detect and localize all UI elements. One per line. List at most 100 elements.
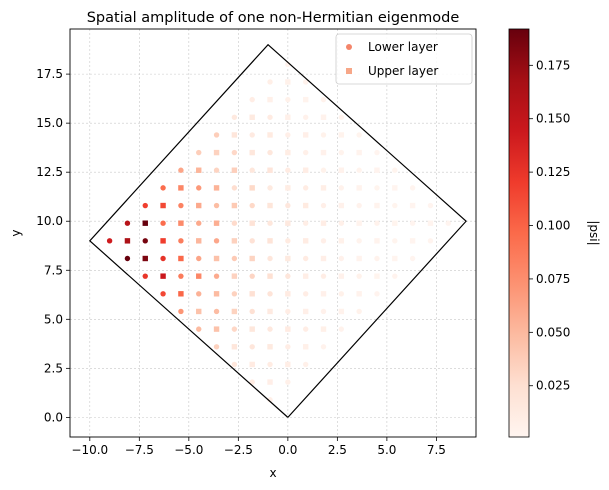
point-upper-layer [338,132,345,138]
point-upper-layer [160,238,166,244]
point-lower-layer [302,185,309,191]
legend-box [335,33,473,85]
point-lower-layer [356,202,362,209]
point-upper-layer [409,202,416,209]
point-upper-layer [302,308,309,315]
point-lower-layer [320,132,327,138]
point-upper-layer [196,308,202,315]
point-upper-layer [249,185,255,191]
point-upper-layer [213,255,220,262]
point-upper-layer [320,185,327,191]
x-tick-label: −5.0 [174,443,203,457]
point-upper-layer [338,273,345,279]
point-lower-layer [267,220,273,226]
point-upper-layer [374,167,380,173]
colorbar-tick-label: 0.125 [536,165,570,179]
point-lower-layer [302,361,309,368]
point-upper-layer [285,255,291,262]
point-upper-layer [178,220,184,226]
point-lower-layer [124,255,131,262]
colorbar-tick-label: 0.050 [536,325,570,339]
point-lower-layer [142,202,148,209]
point-lower-layer [392,273,398,279]
point-lower-layer [267,149,273,156]
domain-boundary [88,43,467,418]
point-lower-layer [196,291,202,297]
point-upper-layer [231,238,238,244]
legend: Lower layer Upper layer [335,33,473,85]
point-lower-layer [302,149,309,156]
point-upper-layer [392,185,398,191]
colorbar-ticks: 0.025 0.050 0.075 0.100 0.125 0.150 0.175 [529,58,570,393]
point-upper-layer [320,255,327,262]
point-lower-layer [409,220,416,226]
point-upper-layer [302,132,309,138]
point-lower-layer [320,167,327,173]
point-upper-layer [320,326,327,332]
point-lower-layer [213,202,220,209]
x-tick-label: −7.5 [125,443,154,457]
point-upper-layer [320,220,327,226]
point-upper-layer [249,361,255,368]
point-lower-layer [338,255,345,262]
point-upper-layer [285,361,291,368]
y-tick-label: 12.5 [36,165,63,179]
x-tick-label: 2.5 [328,443,347,457]
point-lower-layer [178,167,184,173]
y-tick-label: 5.0 [44,312,63,326]
point-upper-layer [213,185,220,191]
point-lower-layer [267,291,273,297]
point-upper-layer [160,273,166,279]
point-upper-layer [338,308,345,315]
point-lower-layer [249,132,255,138]
point-lower-layer [160,255,166,262]
point-upper-layer [231,344,238,350]
point-upper-layer [409,238,416,244]
point-lower-layer [196,185,202,191]
point-upper-layer [392,220,398,226]
point-upper-layer [338,238,345,244]
point-upper-layer [267,132,273,138]
point-lower-layer [231,185,238,191]
point-lower-layer [285,238,291,244]
point-upper-layer [302,273,309,279]
point-lower-layer [142,238,148,244]
colorbar-tick-label: 0.075 [536,272,570,286]
point-lower-layer [267,79,273,85]
point-upper-layer [374,202,380,209]
point-lower-layer [302,114,309,120]
point-upper-layer [249,114,255,120]
point-upper-layer [356,149,362,156]
point-upper-layer [231,167,238,173]
point-upper-layer [213,326,220,332]
point-lower-layer [196,255,202,262]
point-lower-layer [196,149,202,156]
point-lower-layer [213,238,220,244]
point-lower-layer [231,255,238,262]
point-upper-layer [267,308,273,315]
point-upper-layer [374,238,380,244]
point-upper-layer [285,185,291,191]
x-tick-label: −10.0 [71,443,108,457]
point-lower-layer [196,326,202,332]
point-upper-layer [302,238,309,244]
point-upper-layer [124,238,131,244]
point-lower-layer [231,149,238,156]
point-lower-layer [374,255,380,262]
point-lower-layer [178,238,184,244]
point-upper-layer [142,220,148,226]
colorbar: 0.025 0.050 0.075 0.100 0.125 0.150 0.175 |psi… [508,28,601,438]
point-upper-layer [285,79,291,85]
plot-area [70,29,476,437]
colorbar-tick-label: 0.150 [536,112,570,126]
colorbar-tick-label: 0.175 [536,58,570,72]
point-lower-layer [338,185,345,191]
legend-marker-upper-layer [346,68,352,74]
point-lower-layer [249,202,255,209]
y-tick-label: 7.5 [44,263,63,277]
point-upper-layer [356,185,362,191]
point-lower-layer [285,344,291,350]
point-lower-layer [392,238,398,244]
point-lower-layer [320,202,327,209]
